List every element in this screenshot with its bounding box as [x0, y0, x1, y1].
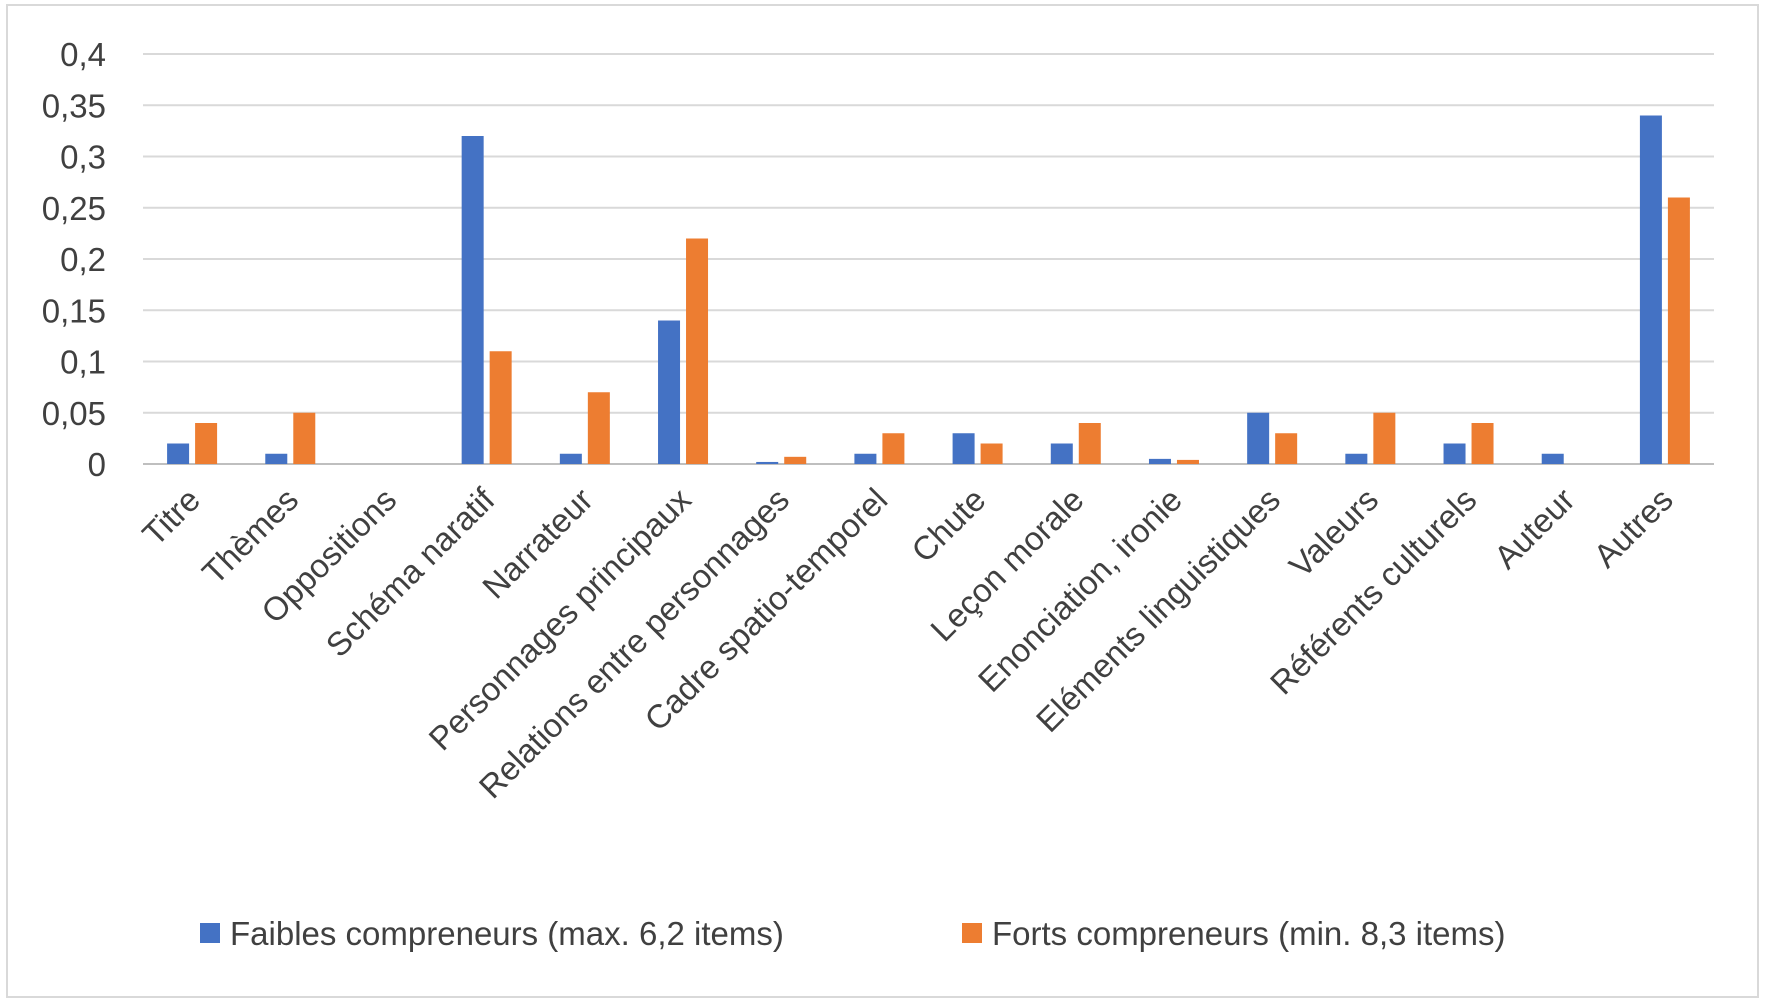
y-tick-label: 0,1 — [60, 344, 106, 381]
bar — [293, 412, 316, 464]
bar — [1345, 453, 1368, 464]
legend-swatch — [962, 923, 982, 943]
bar — [587, 392, 610, 464]
bar — [1471, 423, 1494, 464]
bar — [882, 433, 905, 464]
y-axis-ticks: 0 0,05 0,1 0,15 0,2 0,25 0,3 0,35 0,4 — [42, 36, 106, 483]
x-tick-label: Titre — [135, 481, 207, 553]
y-tick-label: 0,2 — [60, 241, 106, 278]
bar — [167, 443, 190, 464]
bar — [1148, 458, 1171, 464]
bar — [1176, 459, 1199, 464]
bar — [658, 320, 681, 464]
legend-label: Faibles compreneurs (max. 6,2 items) — [230, 915, 784, 952]
legend-label: Forts compreneurs (min. 8,3 items) — [992, 915, 1505, 952]
bar — [952, 433, 975, 464]
x-tick-label: Chute — [904, 481, 992, 569]
bar — [1541, 453, 1564, 464]
x-tick-label: Schéma naratif — [318, 480, 502, 664]
y-tick-label: 0,05 — [42, 395, 106, 432]
bar — [1078, 423, 1101, 464]
bar — [1373, 412, 1396, 464]
bar — [686, 238, 709, 464]
y-tick-label: 0 — [88, 446, 106, 483]
y-tick-label: 0,15 — [42, 292, 106, 329]
legend: Faibles compreneurs (max. 6,2 items) Fort… — [200, 915, 1505, 952]
y-tick-label: 0,4 — [60, 36, 106, 73]
bar — [489, 351, 512, 464]
gridlines — [143, 53, 1714, 465]
bar — [784, 456, 807, 464]
bar — [1639, 115, 1662, 464]
bar — [1247, 412, 1270, 464]
bar — [980, 443, 1003, 464]
x-tick-label: Autres — [1586, 481, 1680, 575]
bar — [1443, 443, 1466, 464]
legend-swatch — [200, 923, 220, 943]
y-tick-label: 0,25 — [42, 190, 106, 227]
bar — [1667, 197, 1690, 464]
bar — [756, 461, 779, 464]
chart-frame — [6, 4, 1759, 998]
bar — [265, 453, 288, 464]
bar — [1275, 433, 1298, 464]
y-tick-label: 0,3 — [60, 139, 106, 176]
bar — [1050, 443, 1073, 464]
bar — [461, 136, 484, 464]
y-tick-label: 0,35 — [42, 87, 106, 124]
x-tick-label: Auteur — [1487, 481, 1582, 576]
bars — [167, 115, 1690, 464]
bar — [559, 453, 582, 464]
bar — [854, 453, 877, 464]
bar — [195, 423, 218, 464]
